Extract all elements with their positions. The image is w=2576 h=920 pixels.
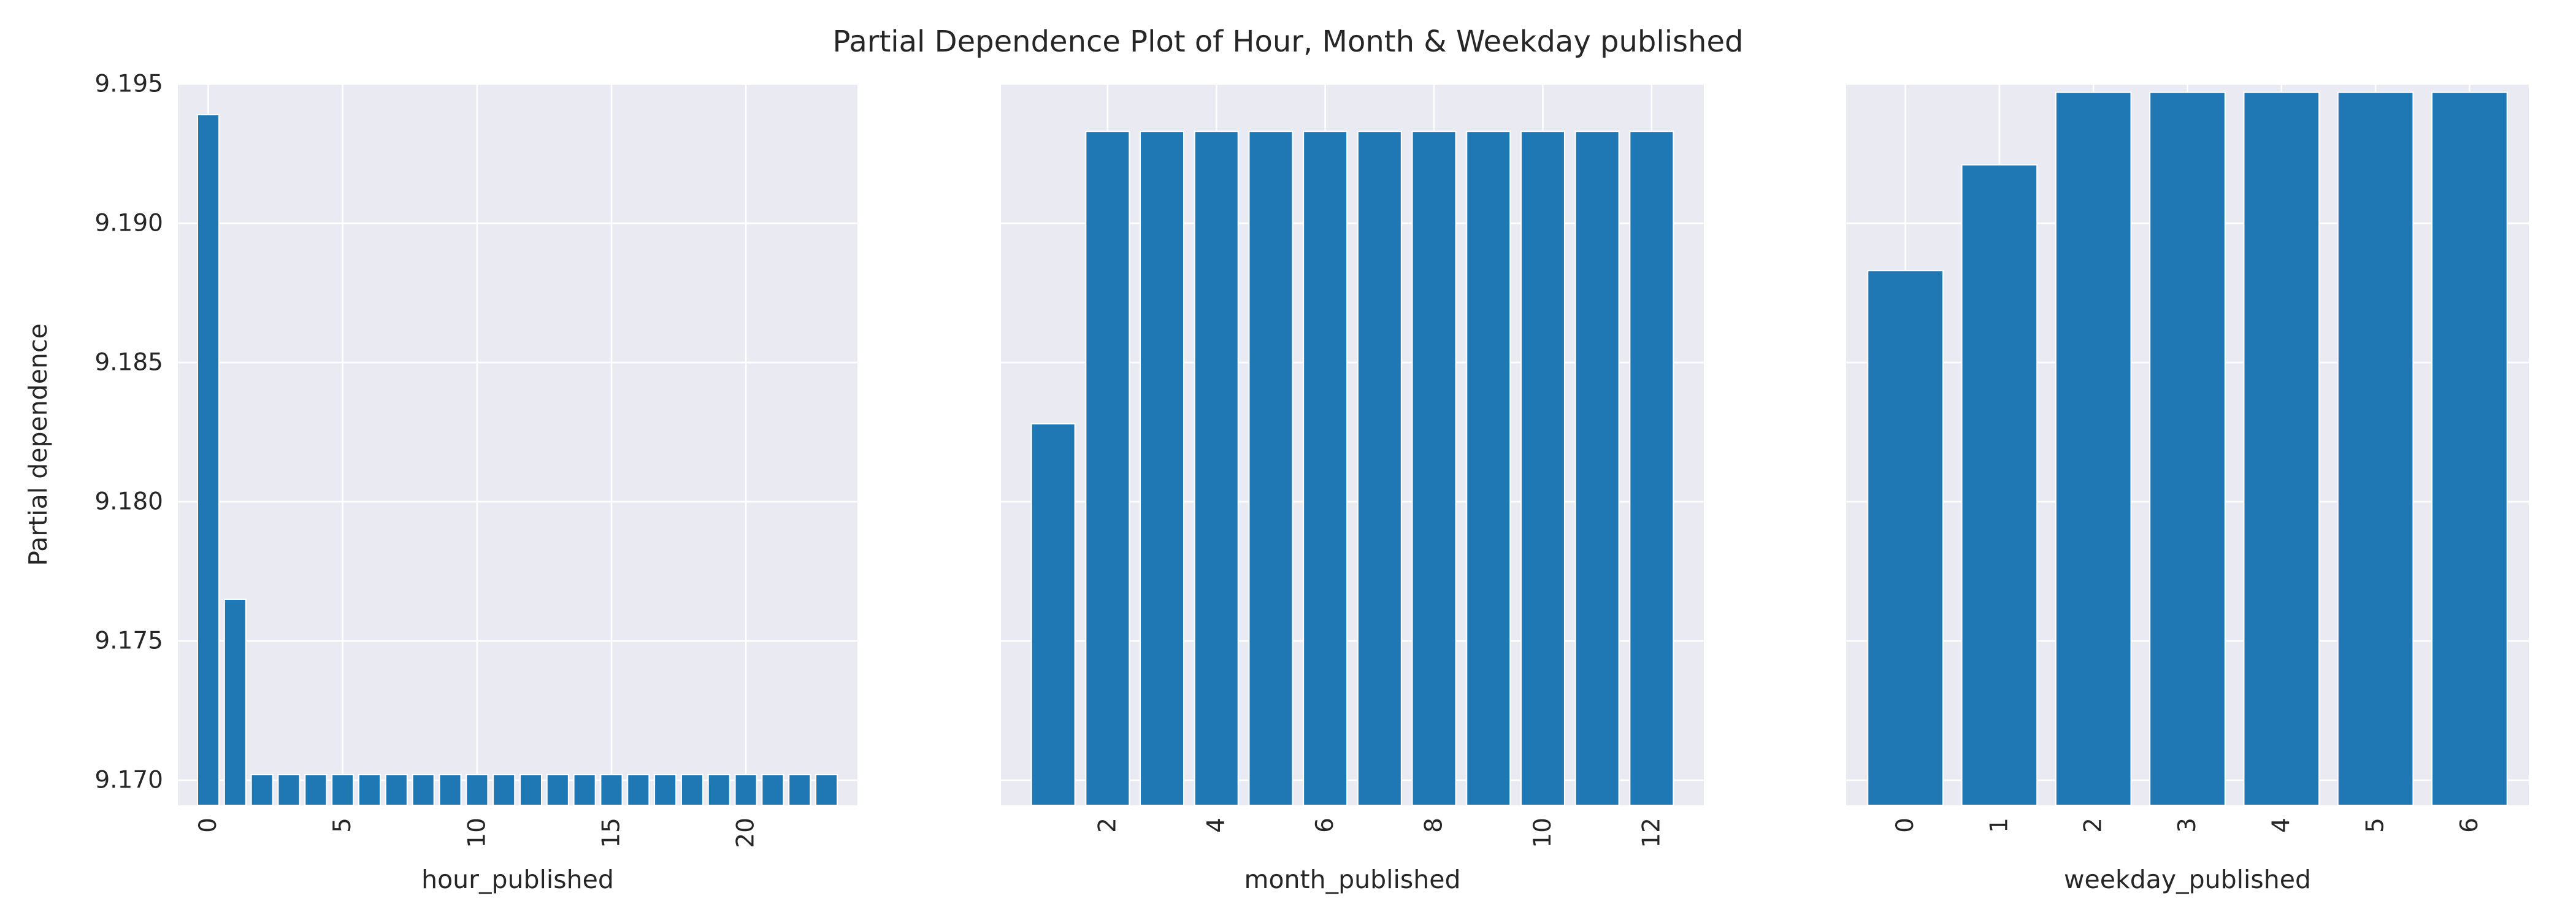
plot-area [178,84,857,805]
x-tick-label: 4 [1203,818,1230,833]
x-tick-label: 10 [463,818,491,848]
bar [439,774,462,807]
bar [1411,131,1457,806]
bar [788,774,811,807]
bar [2149,91,2226,807]
bar [1248,131,1294,806]
x-tick-label: 12 [1638,818,1665,848]
x-tick-label: 6 [2456,818,2483,833]
bar [385,774,408,807]
bar [627,774,650,807]
bar [707,774,730,807]
subplot-weekday-published: 0 1 2 3 4 5 6 weekday_published [1846,83,2529,894]
bar [519,774,543,807]
x-tick-label: 2 [2080,818,2107,833]
x-tick-label: 10 [1529,818,1557,848]
bar [1357,131,1402,806]
bar [2431,91,2508,807]
x-axis-label: weekday_published [2064,865,2311,894]
x-tick-label: 5 [2362,818,2390,833]
bar [2243,91,2320,807]
bar [223,599,247,806]
y-tick-label: 9.170 [94,767,163,794]
bar [304,774,328,807]
bar [761,774,784,807]
bar [2055,91,2132,807]
bar [1574,131,1620,806]
y-tick-label: 9.185 [94,349,163,377]
bar [250,774,274,807]
x-tick-label: 2 [1094,818,1121,833]
bar [412,774,435,807]
bar [1303,131,1348,806]
y-axis-label: Partial dependence [23,323,53,565]
x-tick-label: 3 [2174,818,2201,833]
x-tick-label: 1 [1985,818,2013,833]
subplot-month-published: 2 4 6 8 10 12 month_published [1001,83,1704,894]
bar [277,774,301,807]
bar [573,774,596,807]
bar [1629,131,1674,806]
bar [1030,423,1076,806]
bar [1520,131,1565,806]
bar [546,774,569,807]
bar [331,774,355,807]
x-axis-label: month_published [1244,865,1461,894]
bar [2337,91,2414,807]
x-tick-label: 15 [597,818,625,848]
bar [680,774,703,807]
bar [1867,270,1944,807]
bar [493,774,516,807]
x-tick-label: 8 [1420,818,1448,833]
y-tick-label: 9.175 [94,627,163,655]
bar [654,774,677,807]
subplot-hour-published: 0 5 10 15 20 hour_published 9.170 9.175 9.180 9.1… [94,71,857,894]
x-tick-label: 4 [2267,818,2295,833]
bar [734,774,757,807]
y-tick-label: 9.180 [94,488,163,516]
x-axis-label: hour_published [421,865,614,894]
bar [815,774,838,807]
x-tick-label: 20 [732,818,760,848]
y-tick-label: 9.195 [94,71,163,98]
x-tick-label: 5 [329,818,356,833]
x-tick-label: 0 [194,818,222,833]
y-tick-label: 9.190 [94,210,163,237]
bar [196,113,220,807]
chart-title: Partial Dependence Plot of Hour, Month &… [833,25,1744,59]
bar [1140,131,1185,806]
bar [358,774,381,807]
bar [1961,164,2038,807]
bar [466,774,489,807]
bar [1194,131,1239,806]
bar [1085,131,1130,806]
bar [1466,131,1511,806]
bar [600,774,623,807]
x-tick-label: 6 [1311,818,1339,833]
x-tick-label: 0 [1892,818,1919,833]
